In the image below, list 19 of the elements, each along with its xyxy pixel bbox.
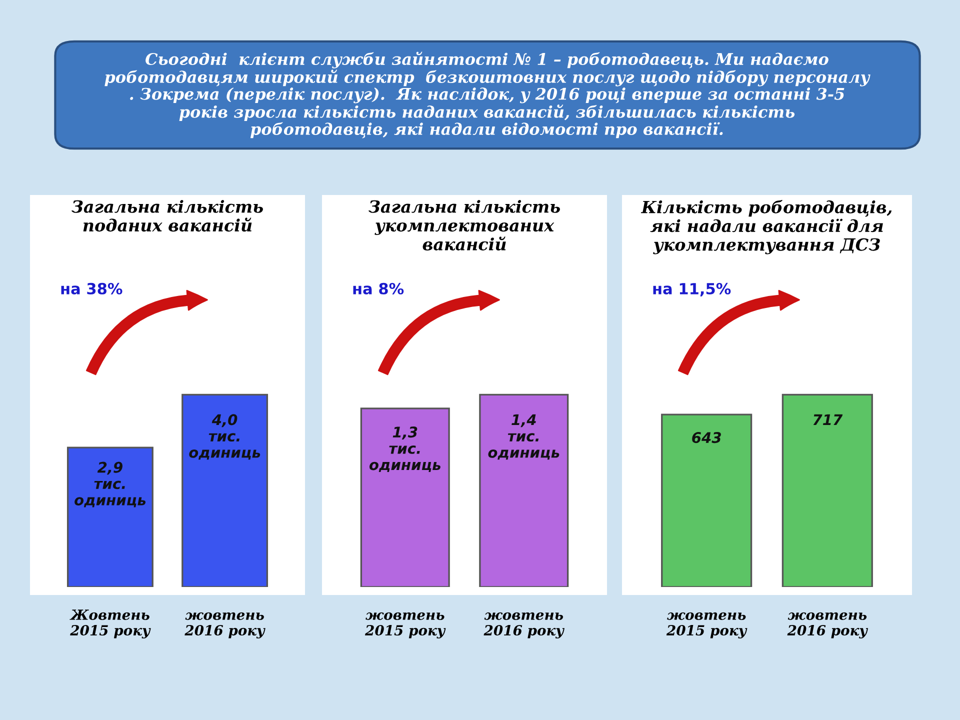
text: на 8%	[353, 282, 404, 294]
chart-title: Загальна кількість поданих вакансій	[71, 200, 263, 232]
x-tick-label: жовтень 2016 року	[184, 612, 266, 638]
data-label: 1,3 тис. одиниць	[369, 426, 440, 472]
x-tick-label: жовтень 2015 року	[364, 612, 446, 638]
data-label: 643	[692, 432, 721, 444]
chart-title: Кількість роботодавців, які надали вакансії для укомплектування ДСЗ	[640, 200, 892, 254]
text: Сьогодні клієнт служби зайнятості № 1 – роботодавець. Ми надаємо роботодавцям широкий спектр безкоштовних послуг щодо підбору персоналу . Зокрема (перелік послуг). Як наслідок, у 2016 році вперше за останні 3-5 років зросла кількість наданих вакансій, збільшилась кількість роботодавців, які надали відомості про вакансії.	[104, 52, 870, 138]
text: на 38%	[61, 282, 122, 294]
x-tick-label: Жовтень 2015 року	[70, 610, 151, 638]
chart-title: Загальна кількість укомплектованих вакансій	[368, 200, 560, 250]
data-label: 4,0 тис. одиниць	[189, 414, 260, 460]
x-tick-label: жовтень 2015 року	[666, 612, 748, 638]
data-label: 1,4 тис. одиниць	[488, 414, 560, 460]
x-tick-label: жовтень 2016 року	[787, 612, 868, 638]
data-label: 717	[813, 414, 843, 426]
data-label: 2,9 тис. одиниць	[74, 462, 146, 508]
text: на 11,5%	[653, 282, 731, 296]
x-tick-label: жовтень 2016 року	[484, 612, 565, 638]
